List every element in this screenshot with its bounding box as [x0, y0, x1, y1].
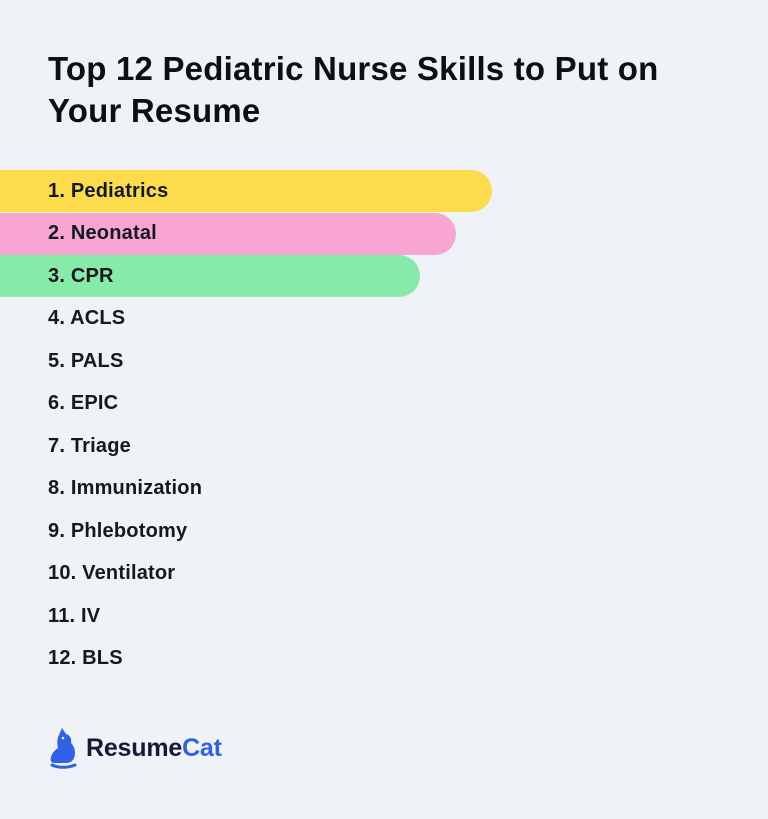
highlight-bar	[0, 212, 456, 255]
skill-item: 6. EPIC	[0, 383, 768, 426]
skill-item: 9. Phlebotomy	[0, 510, 768, 553]
skill-label: 3. CPR	[48, 264, 114, 287]
skill-label: 1. Pediatrics	[48, 179, 169, 202]
skill-item: 7. Triage	[0, 425, 768, 468]
logo-text-resume: Resume	[86, 733, 183, 762]
skill-label: 12. BLS	[48, 647, 123, 670]
skill-label: 9. Phlebotomy	[48, 519, 188, 542]
skill-label: 10. Ventilator	[48, 562, 176, 585]
skill-item: 10. Ventilator	[0, 553, 768, 596]
skill-label: 5. PALS	[48, 349, 124, 372]
skill-item: 1. Pediatrics	[0, 170, 768, 213]
highlight-bar	[0, 255, 420, 297]
skill-item: 12. BLS	[0, 638, 768, 681]
skill-label: 6. EPIC	[48, 392, 119, 415]
skill-label: 11. IV	[48, 604, 101, 627]
cat-icon	[50, 728, 77, 769]
skill-item: 4. ACLS	[0, 298, 768, 341]
logo-text-cat: Cat	[182, 733, 222, 762]
skill-label: 2. Neonatal	[48, 222, 157, 245]
skill-item: 5. PALS	[0, 340, 768, 383]
skill-item: 3. CPR	[0, 255, 768, 298]
page-title: Top 12 Pediatric Nurse Skills to Put on …	[48, 50, 659, 129]
skill-label: 4. ACLS	[48, 307, 126, 330]
resumecat-logo: Resume Cat	[48, 726, 222, 770]
skill-label: 8. Immunization	[48, 477, 203, 500]
skills-list: 1. Pediatrics 2. Neonatal 3. CPR 4. ACLS…	[0, 170, 768, 680]
skill-label: 7. Triage	[48, 434, 131, 457]
highlight-bar	[0, 170, 492, 212]
skill-item: 8. Immunization	[0, 468, 768, 511]
skill-item: 11. IV	[0, 595, 768, 638]
skill-item: 2. Neonatal	[0, 212, 768, 256]
